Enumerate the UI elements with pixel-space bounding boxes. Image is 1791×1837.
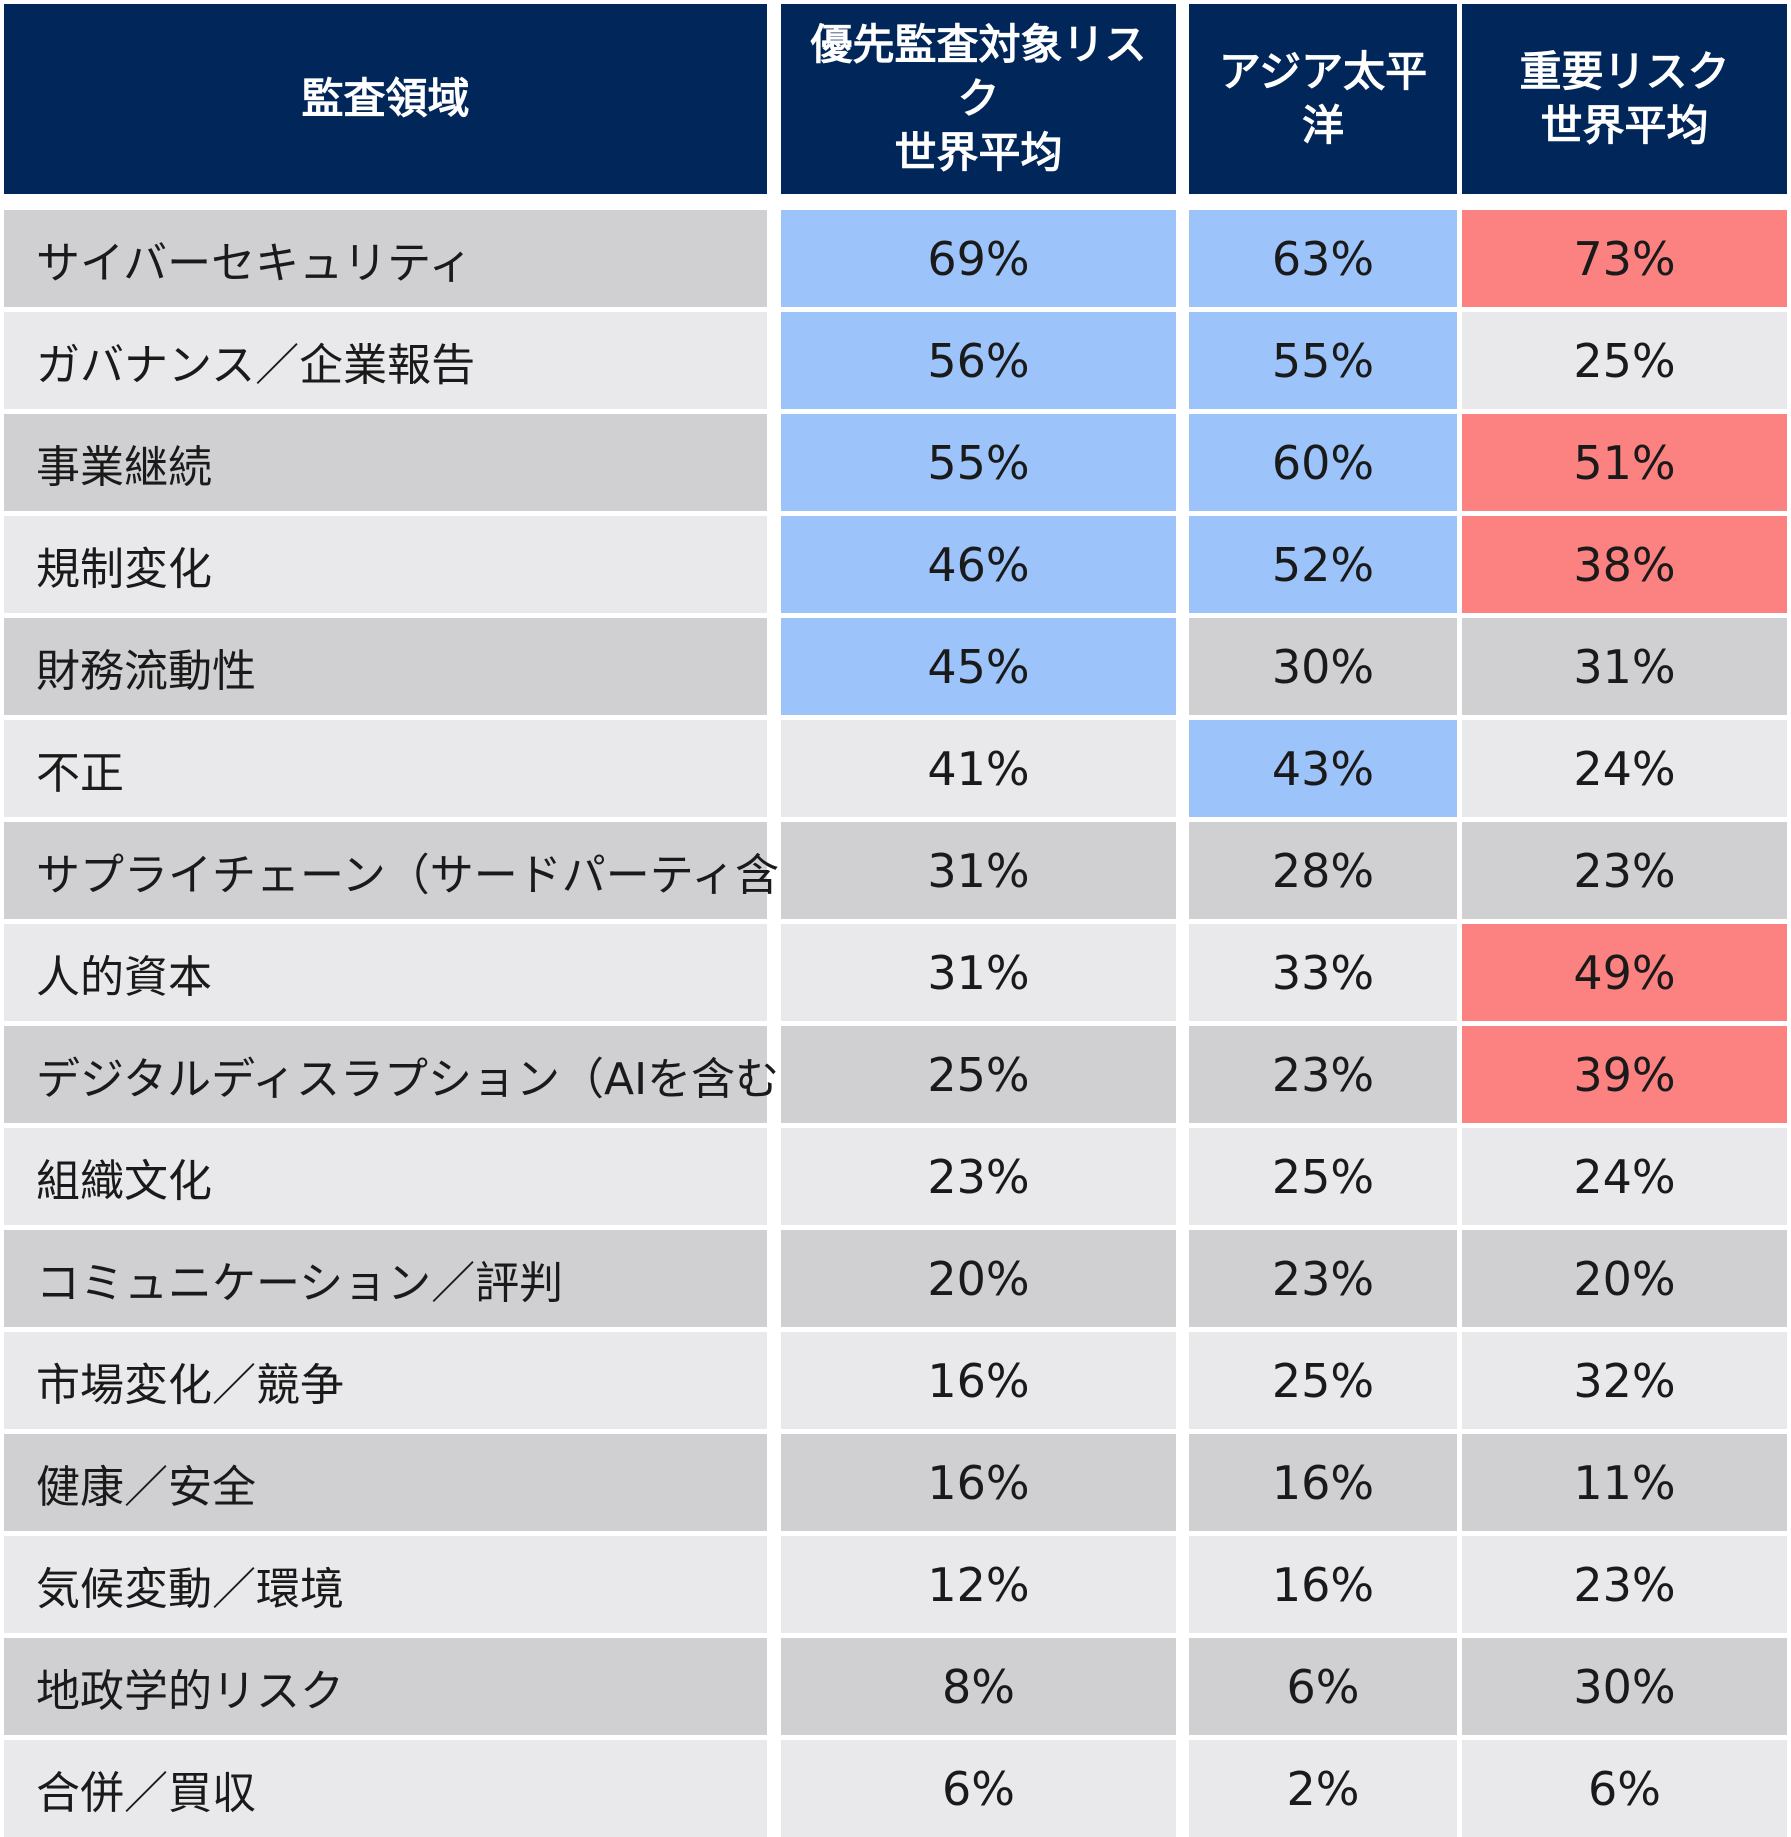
value-cell-asia-pacific: 28% [1189,822,1457,919]
value-cell-key-risk-global: 30% [1462,1638,1787,1735]
value-cell-asia-pacific: 16% [1189,1536,1457,1633]
value-cell-priority-global: 6% [781,1740,1176,1837]
row-label: 合併／買収 [4,1740,767,1837]
header-asia-pacific: アジア太平 洋 [1189,4,1457,194]
value-cell-priority-global: 56% [781,312,1176,409]
value-cell-asia-pacific: 25% [1189,1332,1457,1429]
value-cell-priority-global: 25% [781,1026,1176,1123]
value-cell-key-risk-global: 6% [1462,1740,1787,1837]
value-cell-priority-global: 23% [781,1128,1176,1225]
value-cell-asia-pacific: 25% [1189,1128,1457,1225]
value-cell-asia-pacific: 52% [1189,516,1457,613]
value-cell-asia-pacific: 43% [1189,720,1457,817]
value-cell-asia-pacific: 30% [1189,618,1457,715]
value-cell-asia-pacific: 63% [1189,210,1457,307]
value-cell-priority-global: 69% [781,210,1176,307]
value-cell-key-risk-global: 23% [1462,1536,1787,1633]
value-cell-key-risk-global: 23% [1462,822,1787,919]
value-cell-asia-pacific: 16% [1189,1434,1457,1531]
header-priority-global: 優先監査対象リスク 世界平均 [781,4,1176,194]
row-label: コミュニケーション／評判 [4,1230,767,1327]
value-cell-key-risk-global: 73% [1462,210,1787,307]
value-cell-key-risk-global: 39% [1462,1026,1787,1123]
value-cell-asia-pacific: 23% [1189,1026,1457,1123]
value-cell-key-risk-global: 24% [1462,1128,1787,1225]
row-label: 規制変化 [4,516,767,613]
value-cell-key-risk-global: 11% [1462,1434,1787,1531]
value-cell-priority-global: 16% [781,1434,1176,1531]
value-cell-key-risk-global: 20% [1462,1230,1787,1327]
row-label: サイバーセキュリティ [4,210,767,307]
value-cell-key-risk-global: 51% [1462,414,1787,511]
row-label: サプライチェーン（サードパーティ含む） [4,822,867,919]
value-cell-priority-global: 16% [781,1332,1176,1429]
value-cell-key-risk-global: 25% [1462,312,1787,409]
row-label: 組織文化 [4,1128,767,1225]
value-cell-priority-global: 41% [781,720,1176,817]
value-cell-priority-global: 55% [781,414,1176,511]
value-cell-asia-pacific: 2% [1189,1740,1457,1837]
value-cell-priority-global: 31% [781,924,1176,1021]
value-cell-asia-pacific: 6% [1189,1638,1457,1735]
value-cell-priority-global: 12% [781,1536,1176,1633]
row-label: 地政学的リスク [4,1638,767,1735]
row-label: ガバナンス／企業報告 [4,312,767,409]
row-label: デジタルディスラプション（AIを含む） [4,1026,823,1123]
value-cell-priority-global: 20% [781,1230,1176,1327]
header-key-risk-global: 重要リスク 世界平均 [1462,4,1787,194]
row-label: 健康／安全 [4,1434,767,1531]
value-cell-asia-pacific: 55% [1189,312,1457,409]
value-cell-priority-global: 8% [781,1638,1176,1735]
value-cell-key-risk-global: 32% [1462,1332,1787,1429]
row-label: 不正 [4,720,767,817]
value-cell-asia-pacific: 60% [1189,414,1457,511]
row-label: 気候変動／環境 [4,1536,767,1633]
row-label: 事業継続 [4,414,767,511]
row-label: 人的資本 [4,924,767,1021]
value-cell-priority-global: 31% [781,822,1176,919]
value-cell-key-risk-global: 31% [1462,618,1787,715]
value-cell-key-risk-global: 49% [1462,924,1787,1021]
row-label: 財務流動性 [4,618,767,715]
value-cell-key-risk-global: 24% [1462,720,1787,817]
value-cell-asia-pacific: 23% [1189,1230,1457,1327]
value-cell-priority-global: 46% [781,516,1176,613]
header-audit-area: 監査領域 [4,4,767,194]
value-cell-priority-global: 45% [781,618,1176,715]
value-cell-key-risk-global: 38% [1462,516,1787,613]
row-label: 市場変化／競争 [4,1332,767,1429]
value-cell-asia-pacific: 33% [1189,924,1457,1021]
